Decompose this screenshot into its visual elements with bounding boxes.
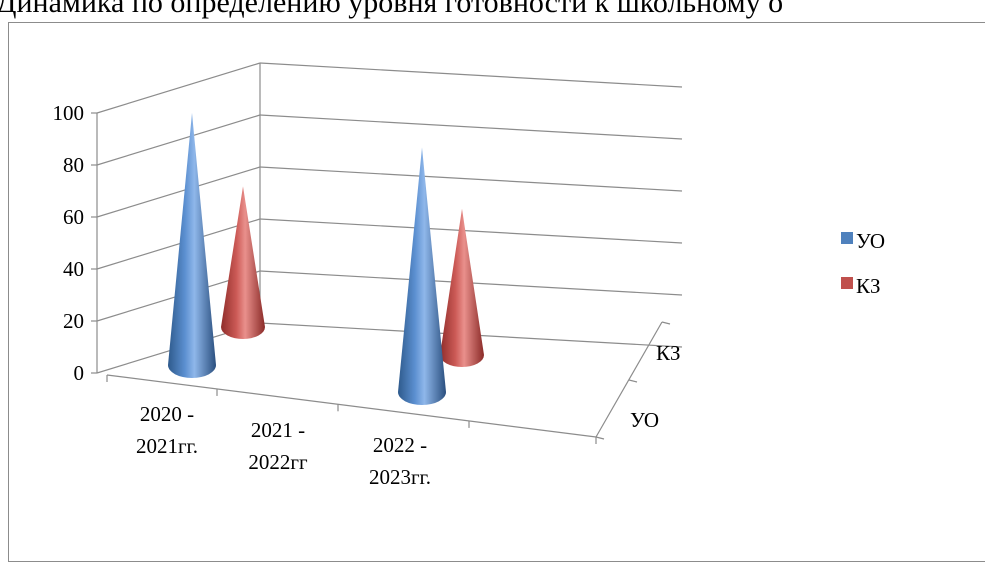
side-gridline [96, 62, 261, 114]
cone-КЗ [221, 186, 265, 339]
side-gridline [96, 114, 261, 166]
y-tick-label: 20 [63, 309, 84, 333]
legend-swatch [841, 232, 853, 244]
depth-tick-mark [595, 436, 605, 440]
gridline [259, 166, 683, 192]
gridline [259, 218, 683, 244]
y-tick-label: 40 [63, 257, 84, 281]
depth-tick-mark [661, 321, 671, 325]
y-tick-label: 100 [53, 101, 85, 125]
cone-КЗ [440, 208, 484, 367]
cone-УО [168, 113, 216, 378]
chart-title: Динамика по определению уровня готовност… [0, 0, 784, 19]
depth-tick-mark [628, 379, 638, 383]
category-label: 2020 -2021гг. [136, 402, 198, 458]
legend-label: КЗ [856, 274, 881, 298]
cone-УО [398, 147, 446, 405]
y-tick-label: 60 [63, 205, 84, 229]
side-gridline [96, 218, 261, 270]
depth-label: УО [630, 408, 659, 432]
y-tick-label: 80 [63, 153, 84, 177]
x-axis [106, 374, 597, 438]
category-label: 2021 -2022гг [248, 418, 308, 474]
y-tick-label: 0 [74, 361, 85, 385]
gridline [259, 114, 683, 140]
depth-axis [595, 321, 663, 438]
legend-swatch [841, 277, 853, 289]
depth-label: КЗ [656, 341, 681, 365]
gridline [259, 62, 683, 88]
side-gridline [96, 166, 261, 218]
category-label: 2022 -2023гг. [369, 433, 431, 489]
legend-label: УО [856, 229, 885, 253]
